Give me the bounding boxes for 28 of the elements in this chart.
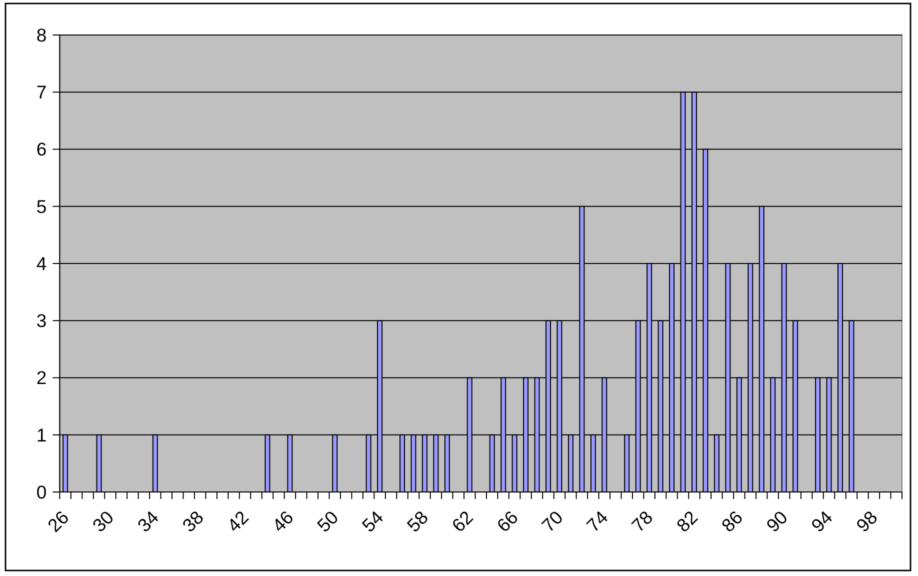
y-tick-label: 8: [36, 24, 47, 46]
x-tick-label: 70: [537, 506, 567, 536]
y-tick-label: 7: [36, 82, 47, 103]
y-tick-label: 0: [36, 481, 47, 502]
x-tick-label: 66: [492, 506, 522, 536]
y-tick-label: 1: [36, 424, 47, 446]
x-tick-label: 90: [762, 506, 792, 536]
x-tick-label: 86: [717, 506, 747, 536]
x-tick-label: 34: [133, 506, 163, 536]
y-tick-label: 2: [36, 367, 47, 388]
x-tick-label: 50: [312, 506, 342, 536]
x-tick-label: 78: [627, 506, 657, 536]
y-tick-label: 5: [36, 196, 47, 217]
y-tick-label: 6: [36, 138, 47, 160]
x-tick-label: 82: [672, 506, 702, 536]
x-tick-label: 30: [88, 506, 118, 536]
x-tick-label: 42: [223, 506, 252, 536]
x-tick-label: 54: [358, 506, 388, 536]
x-tick-label: 58: [402, 506, 432, 536]
x-tick-label: 26: [43, 506, 73, 536]
x-tick-label: 94: [807, 506, 836, 536]
x-tick-label: 46: [268, 506, 298, 536]
x-tick-label: 38: [178, 506, 208, 536]
y-tick-label: 4: [36, 252, 47, 274]
x-tick-label: 98: [852, 506, 882, 536]
y-tick-label: 3: [36, 310, 47, 332]
x-tick-label: 62: [448, 506, 478, 536]
x-tick-label: 74: [582, 506, 612, 536]
